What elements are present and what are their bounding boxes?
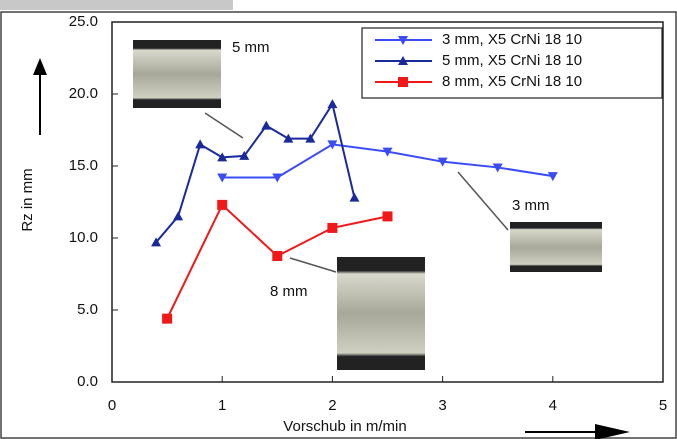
x-tick-label: 5 — [659, 397, 667, 414]
marker — [327, 99, 337, 108]
x-tick-label: 1 — [218, 397, 226, 414]
x-tick-label: 3 — [438, 397, 446, 414]
marker — [162, 314, 172, 324]
micrograph — [337, 257, 425, 370]
legend-label: 5 mm, X5 CrNi 18 10 — [442, 52, 582, 69]
marker — [261, 121, 271, 130]
marker — [217, 200, 227, 210]
annotation: 3 mm — [512, 197, 550, 214]
y-tick-label: 0.0 — [77, 373, 98, 390]
marker — [327, 223, 337, 233]
x-tick-label: 0 — [108, 397, 116, 414]
marker — [173, 211, 183, 220]
marker — [272, 251, 282, 261]
x-arrow-head — [595, 424, 630, 439]
x-axis-label: Vorschub in m/min — [283, 418, 406, 435]
y-tick-label: 15.0 — [69, 157, 98, 174]
y-tick-label: 10.0 — [69, 229, 98, 246]
marker — [349, 193, 359, 202]
micrograph — [510, 222, 602, 272]
annotation: 8 mm — [270, 283, 308, 300]
legend-label: 3 mm, X5 CrNi 18 10 — [442, 31, 582, 48]
y-tick-label: 5.0 — [77, 301, 98, 318]
marker — [548, 172, 558, 181]
x-tick-label: 2 — [328, 397, 336, 414]
y-tick-label: 20.0 — [69, 85, 98, 102]
chart: Rz in mm Vorschub in m/min 0.0 5.0 10.0 15.… — [0, 0, 677, 439]
header-strip — [0, 0, 233, 10]
marker — [383, 211, 393, 221]
legend-label: 8 mm, X5 CrNi 18 10 — [442, 73, 582, 90]
marker — [195, 139, 205, 148]
series-line — [156, 104, 354, 242]
y-axis-label: Rz in mm — [19, 168, 36, 231]
micrograph — [133, 40, 221, 108]
marker — [398, 77, 408, 87]
leader-line — [205, 113, 243, 138]
y-tick-label: 25.0 — [69, 13, 98, 30]
y-arrow-head — [33, 58, 47, 75]
leader-line — [290, 258, 336, 272]
leader-line — [458, 172, 508, 230]
annotation: 5 mm — [232, 39, 270, 56]
x-tick-label: 4 — [549, 397, 557, 414]
